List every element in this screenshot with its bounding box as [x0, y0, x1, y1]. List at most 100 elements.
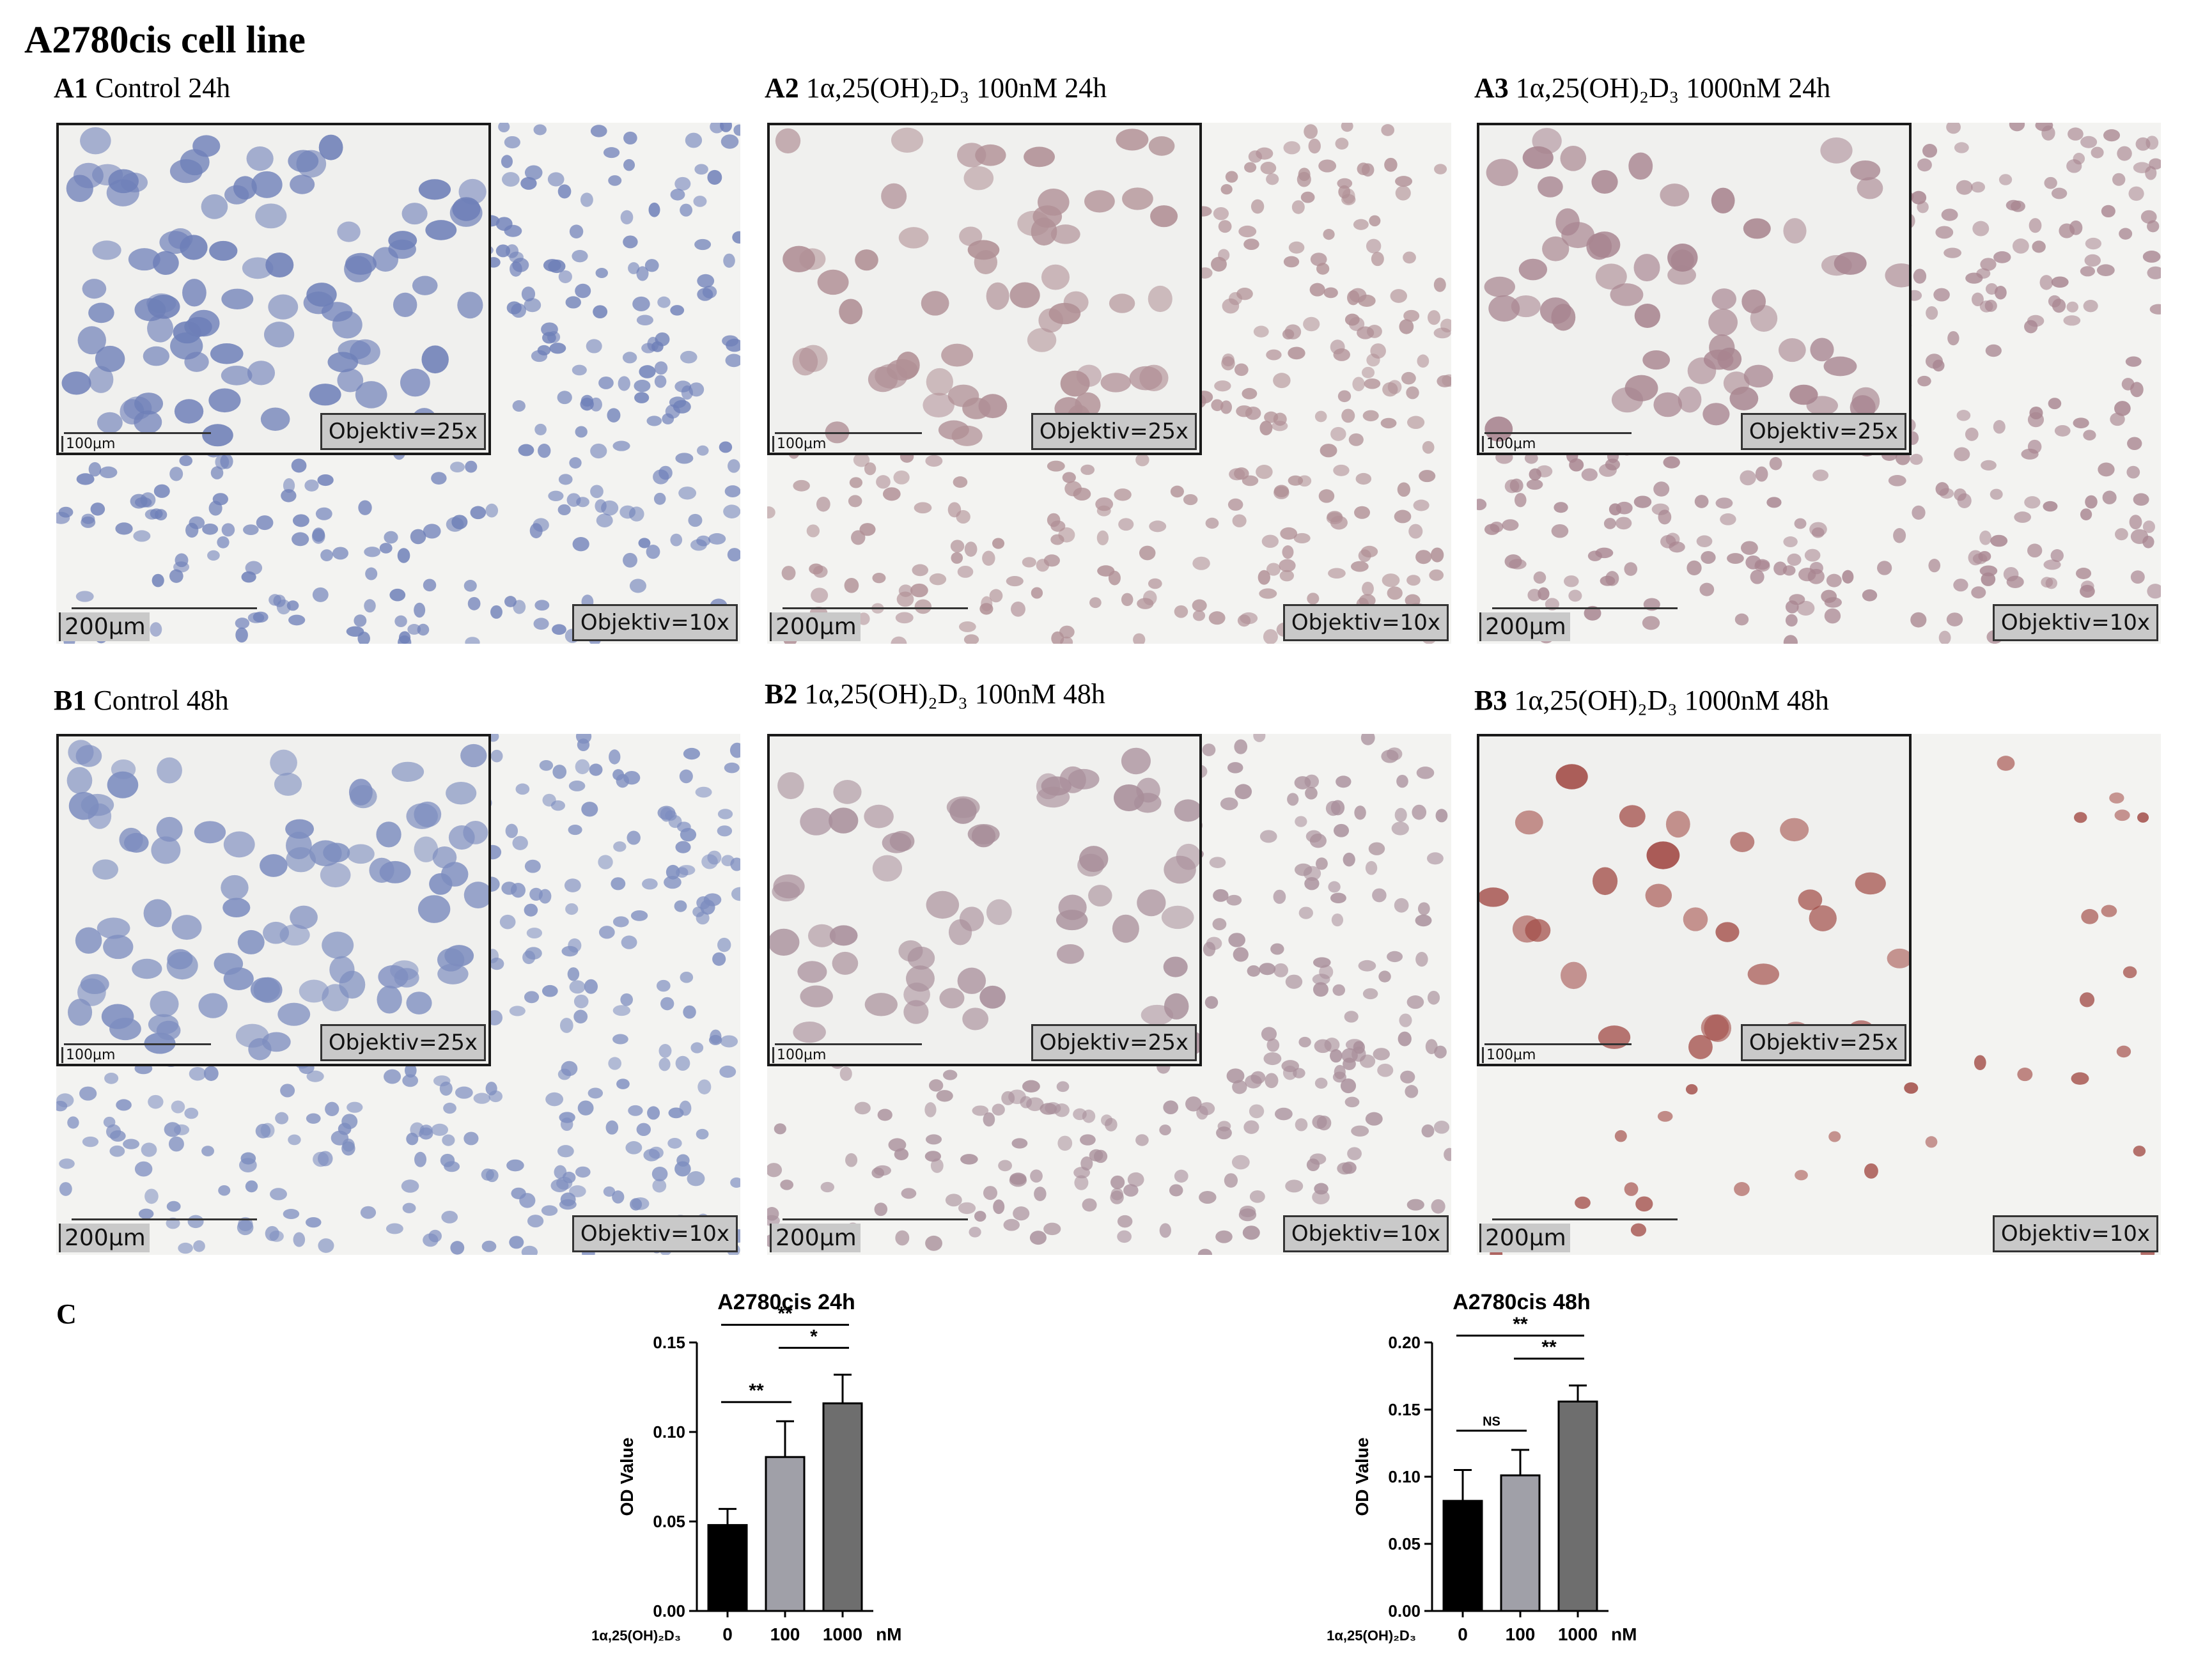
bar-100	[765, 1456, 806, 1612]
chart-title: A2780cis 24h	[717, 1290, 855, 1314]
significance-label: **	[1513, 1314, 1528, 1335]
panel-label-a3: A3 1α,25(OH)₂D₃ 1000nM 24h	[1474, 72, 1831, 104]
outer-objective-badge: Objektiv=10x	[1992, 604, 2158, 641]
significance-label: **	[777, 1303, 793, 1324]
outer-objective-badge: Objektiv=10x	[572, 1215, 738, 1252]
inset-objective-badge: Objektiv=25x	[1740, 413, 1906, 450]
scale-line	[72, 607, 257, 609]
bar-chart-24h: A2780cis 24h 0.00 0.05 0.10 0.15 OD Value 0 100…	[591, 1290, 901, 1644]
y-axis-label: OD Value	[617, 1438, 637, 1516]
outer-scale-bar: 200μm	[1477, 602, 1688, 644]
scale-line	[1492, 607, 1678, 609]
significance-label: *	[810, 1326, 818, 1347]
y-tick-label: 0.10	[1388, 1467, 1421, 1486]
inset-image: 100μm Objektiv=25x	[1477, 734, 1912, 1066]
scale-line	[1484, 1043, 1632, 1045]
inset-image: 100μm Objektiv=25x	[767, 734, 1202, 1066]
inset-scale-bar: 100μm	[1479, 426, 1646, 453]
significance-label: **	[1541, 1337, 1557, 1358]
y-tick-label: 0.15	[1388, 1400, 1421, 1419]
y-tick-label: 0.15	[653, 1333, 685, 1352]
micrograph-b2: 100μm Objektiv=25x 200μm Objektiv=10x	[767, 734, 1451, 1255]
micrograph-a2: 100μm Objektiv=25x 200μm Objektiv=10x	[767, 123, 1451, 644]
y-tick-label: 0.10	[653, 1422, 685, 1442]
panel-label-a2: A2 1α,25(OH)₂D₃ 100nM 24h	[765, 72, 1107, 104]
bar-chart-48h: A2780cis 48h 0.00 0.05 0.10 0.15 0.20 OD Value…	[1327, 1290, 1637, 1644]
outer-scale-label: 200μm	[1479, 612, 1570, 641]
figure-title: A2780cis cell line	[24, 19, 306, 61]
inset-scale-bar: 100μm	[770, 1037, 936, 1064]
outer-scale-label: 200μm	[59, 612, 150, 641]
x-axis-label: 1α,25(OH)₂D₃	[591, 1628, 681, 1644]
outer-scale-bar: 200μm	[767, 1213, 978, 1255]
outer-scale-label: 200μm	[1479, 1224, 1570, 1252]
y-tick-label: 0.00	[1388, 1601, 1421, 1621]
x-tick-label: 0	[722, 1624, 733, 1644]
x-tick-label: 100	[1506, 1624, 1536, 1644]
panel-label-a2-text: 1α,25(OH)₂D₃ 100nM 24h	[806, 72, 1107, 104]
outer-objective-badge: Objektiv=10x	[1992, 1215, 2158, 1252]
inset-scale-bar: 100μm	[59, 1037, 225, 1064]
scale-line	[1492, 1218, 1678, 1220]
panel-label-c: C	[56, 1298, 77, 1330]
outer-objective-badge: Objektiv=10x	[572, 604, 738, 641]
outer-scale-bar: 200μm	[767, 602, 978, 644]
micrograph-a1: 100μm Objektiv=25x 200μm Objektiv=10x	[56, 123, 740, 644]
chart-title: A2780cis 48h	[1453, 1290, 1591, 1314]
micrograph-b3: 100μm Objektiv=25x 200μm Objektiv=10x	[1477, 734, 2161, 1255]
inset-scale-label: 100μm	[772, 1047, 829, 1063]
inset-image: 100μm Objektiv=25x	[1477, 123, 1912, 455]
panel-label-b3-text: 1α,25(OH)₂D₃ 1000nM 48h	[1514, 685, 1829, 716]
outer-objective-badge: Objektiv=10x	[1282, 604, 1449, 641]
inset-scale-bar: 100μm	[59, 426, 225, 453]
panel-label-a1-text: Control 24h	[95, 72, 231, 104]
y-axis-label: OD Value	[1352, 1438, 1372, 1516]
outer-objective-badge: Objektiv=10x	[1282, 1215, 1449, 1252]
x-axis-label: 1α,25(OH)₂D₃	[1327, 1628, 1416, 1644]
inset-objective-badge: Objektiv=25x	[320, 1024, 486, 1061]
x-tick-label: 1000	[823, 1624, 862, 1644]
bar-1000	[1557, 1400, 1598, 1612]
inset-scale-bar: 100μm	[770, 426, 936, 453]
scale-line	[1484, 432, 1632, 434]
panel-label-b1-text: Control 48h	[93, 685, 229, 716]
panel-label-a1: A1 Control 24h	[54, 72, 231, 104]
scale-line	[64, 1043, 211, 1045]
significance-label: **	[749, 1380, 764, 1401]
scale-line	[64, 432, 211, 434]
outer-scale-label: 200μm	[59, 1224, 150, 1252]
x-tick-label: 0	[1458, 1624, 1468, 1644]
y-tick-label: 0.05	[1388, 1534, 1421, 1553]
inset-objective-badge: Objektiv=25x	[320, 413, 486, 450]
scale-line	[775, 432, 922, 434]
significance-label: NS	[1483, 1415, 1500, 1429]
outer-scale-label: 200μm	[770, 1224, 861, 1252]
panel-label-b1: B1 Control 48h	[54, 685, 229, 716]
bar-0	[707, 1524, 748, 1612]
bar-0	[1442, 1500, 1483, 1612]
y-tick-label: 0.00	[653, 1601, 685, 1621]
inset-image: 100μm Objektiv=25x	[56, 123, 491, 455]
outer-scale-bar: 200μm	[1477, 1213, 1688, 1255]
x-axis-unit: nM	[876, 1624, 901, 1644]
inset-scale-label: 100μm	[61, 436, 118, 452]
inset-image: 100μm Objektiv=25x	[767, 123, 1202, 455]
scale-line	[775, 1043, 922, 1045]
outer-scale-bar: 200μm	[56, 602, 267, 644]
inset-scale-label: 100μm	[61, 1047, 118, 1063]
inset-image: 100μm Objektiv=25x	[56, 734, 491, 1066]
x-tick-label: 1000	[1558, 1624, 1598, 1644]
inset-objective-badge: Objektiv=25x	[1031, 413, 1197, 450]
panel-label-a3-text: 1α,25(OH)₂D₃ 1000nM 24h	[1515, 72, 1831, 104]
scale-line	[72, 1218, 257, 1220]
panel-label-b3: B3 1α,25(OH)₂D₃ 1000nM 48h	[1474, 685, 1829, 716]
micrograph-a3: 100μm Objektiv=25x 200μm Objektiv=10x	[1477, 123, 2161, 644]
panel-label-b2: B2 1α,25(OH)₂D₃ 100nM 48h	[765, 678, 1105, 710]
bar-1000	[822, 1402, 863, 1612]
y-tick-label: 0.05	[653, 1512, 685, 1531]
inset-objective-badge: Objektiv=25x	[1740, 1024, 1906, 1061]
inset-scale-label: 100μm	[1482, 1047, 1538, 1063]
inset-scale-label: 100μm	[1482, 436, 1538, 452]
x-axis-unit: nM	[1611, 1624, 1637, 1644]
x-tick-label: 100	[770, 1624, 800, 1644]
